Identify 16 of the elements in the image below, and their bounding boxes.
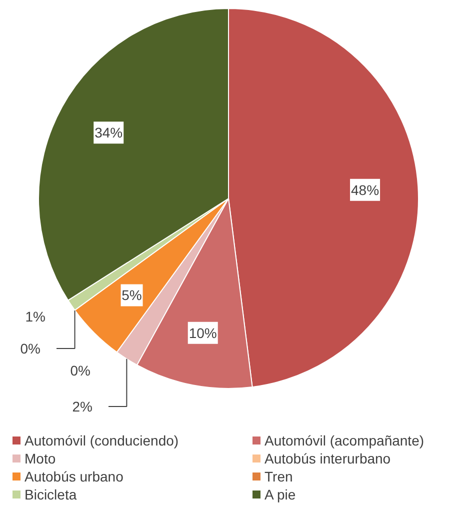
legend-label: Moto	[24, 450, 56, 466]
legend-label: A pie	[264, 486, 296, 502]
data-label: 34%	[94, 124, 123, 141]
legend-label: Automóvil (conduciendo)	[24, 432, 179, 448]
legend-label: Bicicleta	[24, 486, 77, 502]
legend-label: Autobús urbano	[24, 468, 124, 484]
legend-label: Tren	[264, 468, 293, 484]
data-label: 2%	[72, 398, 92, 414]
data-label: 48%	[351, 182, 380, 198]
data-label: 1%	[25, 308, 46, 324]
legend-label: Automóvil (acompañante)	[264, 432, 424, 448]
text: 0%	[20, 340, 40, 356]
data-label: 5%	[122, 287, 142, 304]
text: 0%	[70, 362, 90, 378]
legend-label: Autobús interurbano	[264, 450, 391, 466]
data-label: 10%	[188, 324, 217, 341]
